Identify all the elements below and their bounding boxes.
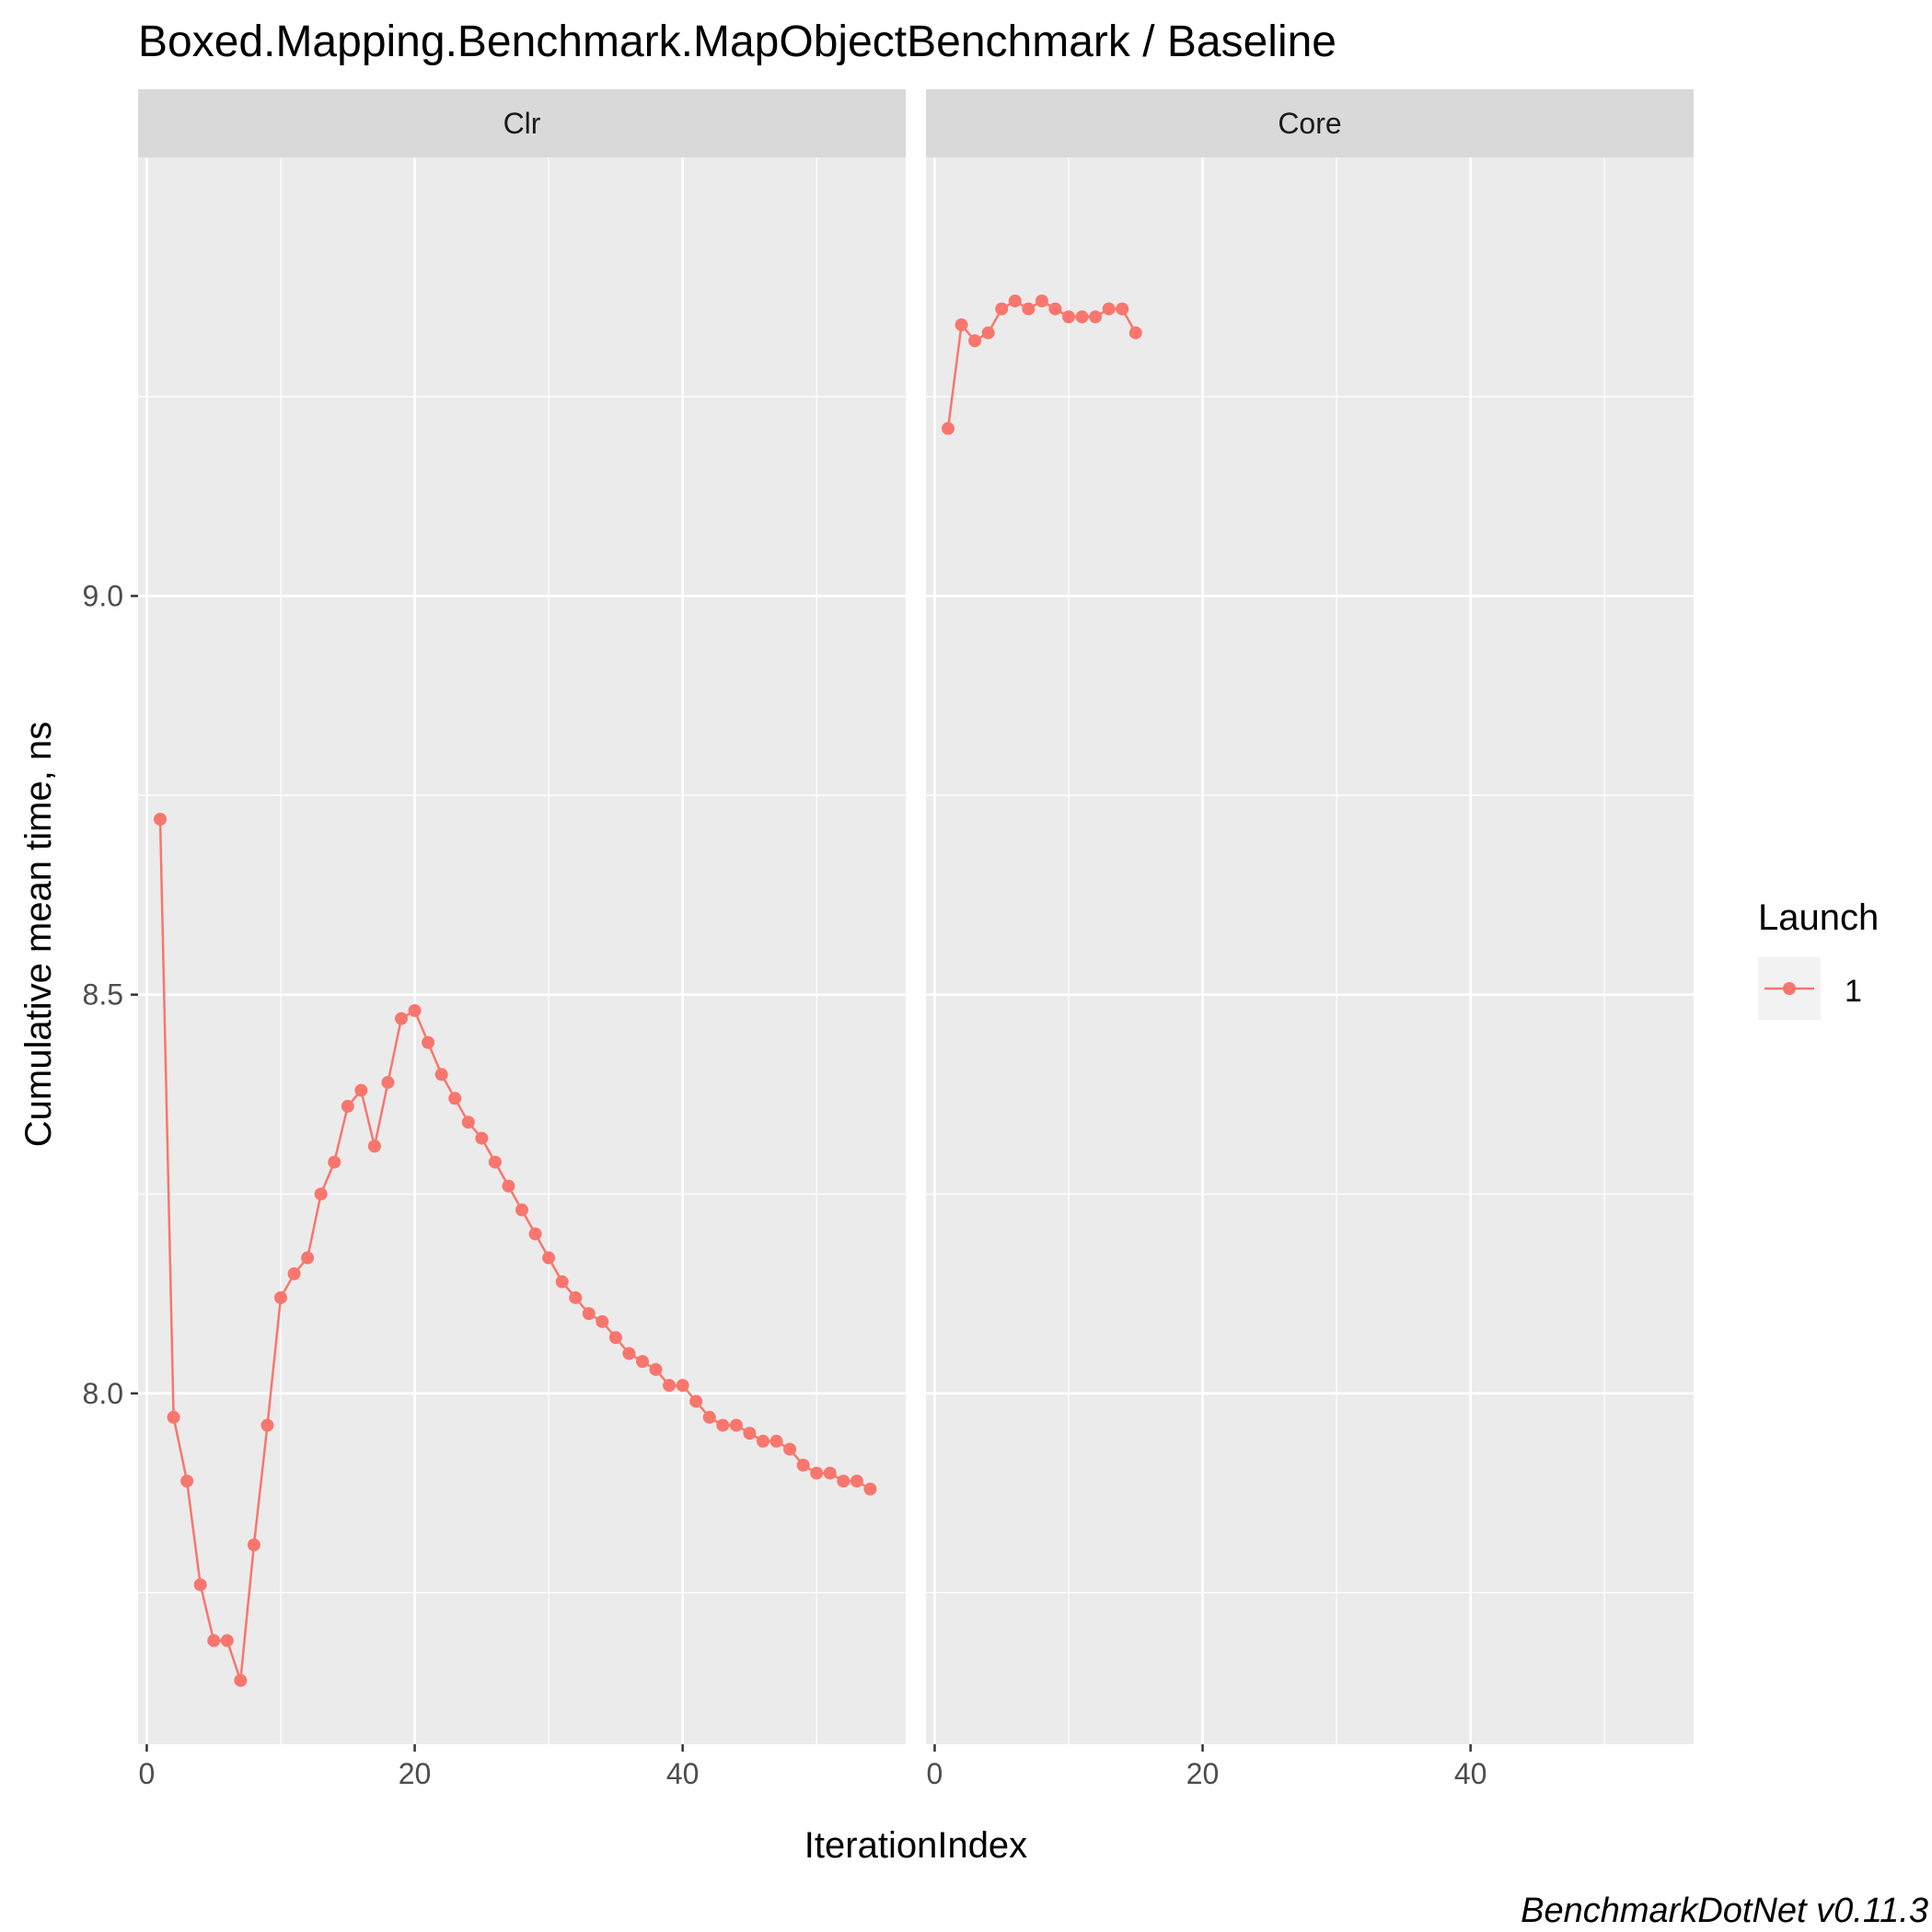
data-point — [863, 1482, 877, 1496]
legend: Launch 1 — [1758, 897, 1879, 1020]
data-point — [247, 1538, 260, 1552]
legend-entry-label: 1 — [1845, 974, 1862, 1009]
data-point — [154, 813, 168, 827]
plot-background — [926, 157, 1694, 1744]
data-point — [582, 1307, 596, 1321]
x-tick-label: 0 — [927, 1757, 943, 1790]
data-point — [689, 1394, 703, 1408]
y-tick-label: 9.0 — [83, 579, 123, 612]
data-point — [850, 1475, 863, 1488]
data-point — [596, 1314, 609, 1328]
data-point — [649, 1362, 663, 1376]
data-point — [488, 1155, 502, 1169]
data-point — [167, 1410, 180, 1424]
data-point — [676, 1379, 689, 1393]
caption: BenchmarkDotNet v0.11.3 — [1521, 1892, 1928, 1930]
data-point — [769, 1434, 783, 1448]
data-point — [622, 1347, 636, 1360]
data-point — [260, 1418, 274, 1432]
x-axis-label: IterationIndex — [804, 1825, 1027, 1866]
data-point — [995, 302, 1009, 316]
x-tick-label: 20 — [399, 1757, 432, 1790]
y-tick-label: 8.0 — [83, 1377, 123, 1410]
data-point — [461, 1116, 475, 1129]
data-point — [422, 1035, 435, 1049]
data-point — [328, 1155, 341, 1169]
facet-strip — [138, 89, 906, 157]
data-point — [968, 334, 982, 348]
data-point — [555, 1275, 569, 1289]
data-point — [1102, 302, 1116, 316]
legend-key-point — [1783, 982, 1796, 995]
data-point — [515, 1203, 528, 1217]
data-point — [569, 1290, 583, 1304]
x-tick-label: 20 — [1186, 1757, 1220, 1790]
data-point — [1089, 310, 1103, 324]
data-point — [663, 1379, 677, 1393]
data-point — [542, 1251, 556, 1265]
data-point — [502, 1179, 515, 1193]
data-point — [729, 1418, 743, 1432]
data-point — [1048, 302, 1062, 316]
data-point — [1035, 294, 1048, 307]
data-point — [954, 318, 968, 331]
data-point — [823, 1466, 837, 1480]
data-point — [635, 1355, 649, 1369]
data-point — [193, 1578, 207, 1591]
data-point — [301, 1251, 315, 1265]
data-point — [475, 1131, 489, 1145]
facet-panel-core: Core 0 20 40 — [926, 89, 1694, 1790]
data-point — [810, 1466, 824, 1480]
y-axis-label: Cumulative mean time, ns — [18, 722, 59, 1147]
data-point — [702, 1410, 716, 1424]
data-point — [287, 1267, 301, 1280]
data-point — [1075, 310, 1089, 324]
data-point — [314, 1187, 328, 1201]
data-point — [1062, 310, 1076, 324]
x-tick-label: 40 — [1454, 1757, 1487, 1790]
facet-panels: 8.0 8.5 9.0 Clr 0 20 40 Core 0 20 40 — [83, 89, 1694, 1790]
data-point — [608, 1331, 622, 1345]
data-point — [408, 1003, 422, 1017]
data-point — [1116, 302, 1129, 316]
data-point — [981, 326, 995, 340]
x-tick-label: 40 — [666, 1757, 700, 1790]
facet-strip-label: Clr — [503, 107, 541, 140]
plot-background — [138, 157, 906, 1744]
data-point — [381, 1075, 395, 1089]
data-point — [1128, 326, 1142, 340]
data-point — [354, 1083, 368, 1097]
data-point — [837, 1475, 850, 1488]
data-point — [341, 1099, 354, 1113]
data-point — [942, 422, 955, 435]
data-point — [796, 1458, 810, 1472]
facet-strip — [926, 89, 1694, 157]
chart-title: Boxed.Mapping.Benchmark.MapObjectBenchma… — [138, 17, 1336, 66]
data-point — [220, 1634, 234, 1648]
data-point — [274, 1290, 288, 1304]
data-point — [783, 1442, 797, 1456]
facet-panel-clr: Clr 0 20 40 — [138, 89, 906, 1790]
data-point — [234, 1673, 248, 1687]
data-point — [743, 1427, 757, 1440]
data-point — [756, 1434, 769, 1448]
x-tick-label: 0 — [139, 1757, 156, 1790]
data-point — [716, 1418, 730, 1432]
data-point — [448, 1092, 462, 1105]
data-point — [1022, 302, 1035, 316]
legend-title: Launch — [1758, 897, 1879, 938]
data-point — [180, 1475, 194, 1488]
data-point — [207, 1634, 221, 1648]
data-point — [528, 1227, 542, 1241]
facet-strip-label: Core — [1278, 107, 1341, 140]
data-point — [395, 1012, 409, 1025]
y-tick-label: 8.5 — [83, 978, 123, 1012]
data-point — [367, 1140, 381, 1153]
data-point — [434, 1068, 448, 1082]
data-point — [1008, 294, 1022, 307]
